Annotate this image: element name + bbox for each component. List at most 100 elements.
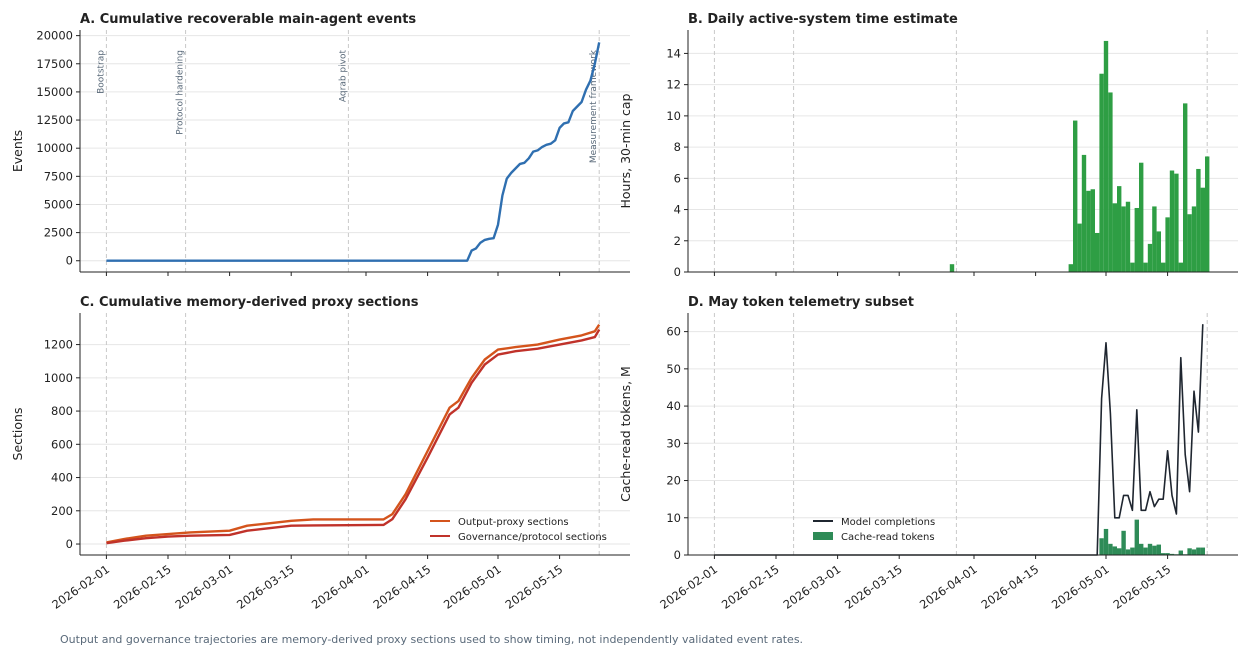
y-tick-label: 5000 xyxy=(44,197,73,211)
bar xyxy=(1121,530,1126,555)
x-tick-label: 2026-03-15 xyxy=(234,562,297,612)
bar xyxy=(1099,73,1104,272)
y-tick-label: 800 xyxy=(51,404,73,418)
y-tick-label: 15000 xyxy=(36,85,73,99)
y-tick-label: 20 xyxy=(666,474,681,488)
line-series xyxy=(106,328,601,545)
y-tick-label: 50 xyxy=(666,362,681,376)
bar xyxy=(1130,262,1135,272)
bar xyxy=(1095,232,1100,272)
legend-label: Governance/protocol sections xyxy=(458,532,607,543)
bar xyxy=(1191,549,1197,555)
bar xyxy=(1152,206,1157,272)
y-axis-label: Cache-read tokens, M xyxy=(618,366,633,502)
y-axis-label: Events xyxy=(10,130,25,172)
y-tick-label: 0 xyxy=(66,254,73,268)
bar xyxy=(1139,543,1144,555)
y-tick-label: 10000 xyxy=(36,141,73,155)
bar xyxy=(1169,553,1175,555)
bar xyxy=(1183,103,1188,272)
x-tick-label: 2026-03-01 xyxy=(173,562,236,612)
y-tick-label: 2500 xyxy=(44,226,73,240)
y-axis-label: Sections xyxy=(10,408,25,461)
bar xyxy=(1139,162,1144,272)
y-tick-label: 10 xyxy=(666,109,681,123)
x-tick-label: 2026-03-01 xyxy=(781,562,844,612)
bar xyxy=(1112,203,1117,272)
bar xyxy=(1147,543,1153,555)
bar xyxy=(1099,538,1104,555)
line-series xyxy=(106,323,601,544)
marker-label: Measurement framework xyxy=(589,49,599,163)
bar xyxy=(1165,217,1170,272)
bar xyxy=(1187,548,1192,555)
y-tick-label: 0 xyxy=(674,265,681,279)
y-tick-label: 600 xyxy=(51,437,73,451)
legend-label: Output-proxy sections xyxy=(458,517,569,528)
x-tick-label: 2026-02-01 xyxy=(49,562,112,612)
y-tick-label: 0 xyxy=(674,548,681,562)
panel-title: C. Cumulative memory-derived proxy secti… xyxy=(80,295,419,310)
x-tick-label: 2026-04-15 xyxy=(371,562,434,612)
bar xyxy=(1143,262,1148,272)
bar xyxy=(1125,549,1131,555)
bar xyxy=(949,264,955,272)
panel-title: A. Cumulative recoverable main-agent eve… xyxy=(80,12,416,27)
bar xyxy=(1200,547,1205,555)
marker-label: Aqrab pivot xyxy=(338,50,348,103)
bar xyxy=(1143,547,1148,555)
x-tick-label: 2026-05-01 xyxy=(441,562,504,612)
bar xyxy=(1077,223,1082,272)
bar xyxy=(1103,40,1109,272)
marker-label: Protocol hardening xyxy=(176,50,186,135)
bar xyxy=(1187,214,1192,272)
x-tick-label: 2026-04-01 xyxy=(917,562,980,612)
line-series xyxy=(106,42,601,262)
legend-swatch xyxy=(813,532,833,540)
y-tick-label: 1000 xyxy=(44,371,73,385)
x-tick-label: 2026-02-15 xyxy=(111,562,174,612)
bar xyxy=(1112,546,1117,555)
y-tick-label: 17500 xyxy=(36,57,73,71)
y-tick-label: 200 xyxy=(51,504,73,518)
y-tick-label: 14 xyxy=(666,46,681,60)
y-axis-label: Hours, 30-min cap xyxy=(618,93,633,208)
bar xyxy=(1103,528,1109,555)
bar xyxy=(1108,92,1113,272)
x-tick-label: 2026-05-01 xyxy=(1049,562,1112,612)
bar xyxy=(1169,170,1175,272)
legend-label: Cache-read tokens xyxy=(841,532,935,543)
bar xyxy=(1196,547,1201,555)
bar xyxy=(1161,553,1166,555)
bar xyxy=(1121,206,1126,272)
x-tick-label: 2026-04-15 xyxy=(979,562,1042,612)
bar xyxy=(1130,547,1135,555)
bar xyxy=(1165,553,1170,555)
y-tick-label: 4 xyxy=(674,203,681,217)
bar xyxy=(1090,189,1095,272)
y-tick-label: 30 xyxy=(666,436,681,450)
line-series xyxy=(714,324,1204,556)
x-tick-label: 2026-03-15 xyxy=(842,562,905,612)
y-tick-label: 6 xyxy=(674,171,681,185)
y-tick-label: 400 xyxy=(51,471,73,485)
y-tick-label: 2 xyxy=(674,234,681,248)
bar xyxy=(1147,243,1153,272)
y-tick-label: 40 xyxy=(666,399,681,413)
marker-label: Bootstrap xyxy=(96,50,106,94)
bar xyxy=(1068,264,1073,272)
panel-title: B. Daily active-system time estimate xyxy=(688,12,958,27)
legend-label: Model completions xyxy=(841,517,935,528)
bar xyxy=(1125,201,1131,272)
bar xyxy=(1205,156,1210,272)
bar xyxy=(1108,543,1113,555)
bar xyxy=(1117,548,1122,555)
bar xyxy=(1156,231,1161,272)
y-tick-label: 1200 xyxy=(44,338,73,352)
bar xyxy=(1161,262,1166,272)
x-tick-label: 2026-04-01 xyxy=(309,562,372,612)
y-tick-label: 12500 xyxy=(36,113,73,127)
bar xyxy=(1073,120,1078,272)
bar xyxy=(1152,545,1157,555)
